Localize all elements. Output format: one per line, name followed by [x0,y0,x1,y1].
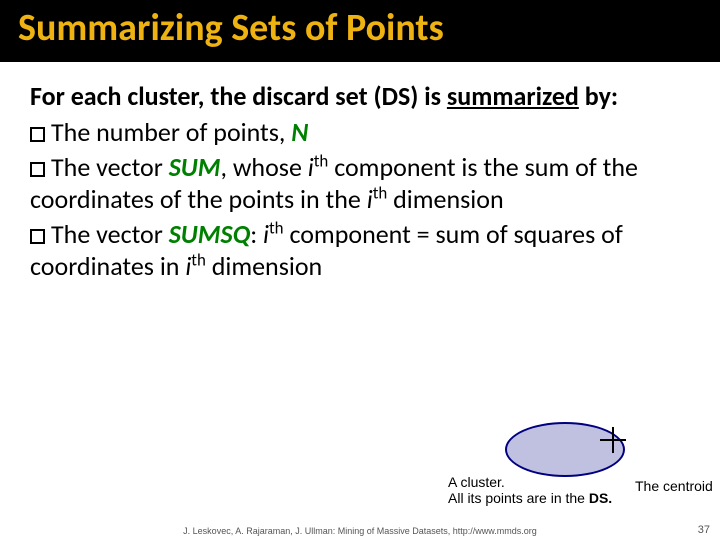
slide-title: Summarizing Sets of Points [18,8,702,50]
cluster-diagram: A cluster. All its points are in the DS.… [390,412,720,512]
bullet-icon [30,162,45,177]
intro-underlined: summarized [447,80,579,112]
intro-suffix: by: [579,80,618,112]
cap-ds: DS. [589,490,612,506]
b3-d: dimension [206,250,322,282]
b3-th2: th [191,250,206,271]
footer-text: J. Leskovec, A. Rajaraman, J. Ullman: Mi… [0,526,720,536]
page-number: 37 [698,524,710,536]
bullet-1: The number of points, N [30,116,690,149]
bullet-2: The vector SUM, whose ith component is t… [30,151,690,216]
b2-d: dimension [387,183,503,215]
diagram-caption-left: A cluster. All its points are in the DS. [448,474,612,506]
intro-prefix: For each cluster, the discard set (DS) i… [30,80,447,112]
cap-l1: A cluster. [448,474,505,490]
b2-a: The vector [51,151,169,183]
bullet-icon [30,127,45,142]
b2-th: th [314,150,329,171]
b1-N: N [291,116,308,148]
slide-body: For each cluster, the discard set (DS) i… [0,62,720,283]
bullet-3: The vector SUMSQ: ith component = sum of… [30,218,690,283]
b3-th: th [269,217,284,238]
b3-b: : [250,218,263,250]
b2-b: , whose [220,151,307,183]
b3-a: The vector [51,218,169,250]
slide: Summarizing Sets of Points For each clus… [0,0,720,540]
b1-text: The number of points, [51,116,291,148]
title-bar: Summarizing Sets of Points [0,0,720,62]
bullet-icon [30,229,45,244]
intro-text: For each cluster, the discard set (DS) i… [30,80,690,113]
diagram-caption-right: The centroid [635,478,713,494]
b3-SUMSQ: SUMSQ [169,218,251,250]
centroid-marker-icon [603,430,623,450]
cap-l2: All its points are in the [448,490,589,506]
b2-th2: th [373,183,388,204]
b2-SUM: SUM [169,151,221,183]
